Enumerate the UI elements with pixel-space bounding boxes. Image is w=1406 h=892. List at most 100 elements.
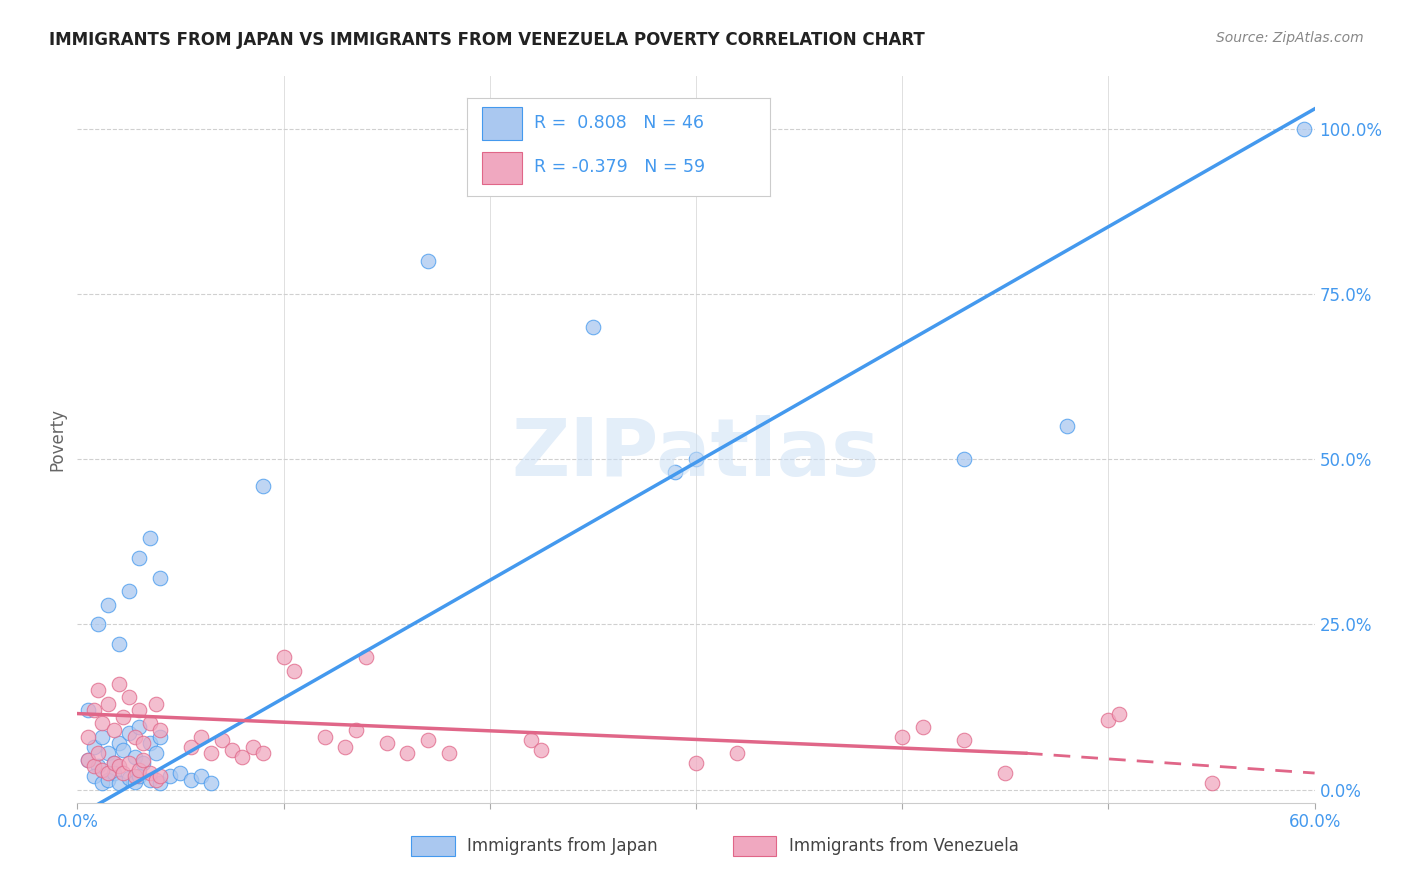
FancyBboxPatch shape [733, 836, 776, 855]
Point [91, 776, 114, 790]
FancyBboxPatch shape [412, 836, 454, 855]
Point [190, 730, 212, 744]
Point [103, 766, 125, 780]
Point [891, 730, 914, 744]
Point [200, 746, 222, 760]
Point [128, 703, 150, 717]
Point [124, 730, 146, 744]
Point [111, 743, 134, 757]
Point [953, 733, 976, 747]
Text: IMMIGRANTS FROM JAPAN VS IMMIGRANTS FROM VENEZUELA POVERTY CORRELATION CHART: IMMIGRANTS FROM JAPAN VS IMMIGRANTS FROM… [49, 31, 925, 49]
Point [149, 571, 172, 585]
Point [111, 766, 134, 780]
Point [138, 766, 160, 780]
Point [231, 749, 253, 764]
Point [91, 730, 114, 744]
Point [159, 769, 181, 783]
Point [132, 756, 155, 771]
Point [520, 733, 543, 747]
Point [83, 759, 105, 773]
Point [149, 730, 172, 744]
Point [211, 733, 233, 747]
Point [87, 683, 110, 698]
Point [145, 697, 167, 711]
Point [1201, 776, 1223, 790]
Point [273, 650, 295, 665]
Point [97, 697, 120, 711]
Point [180, 739, 202, 754]
Point [107, 677, 129, 691]
Point [242, 739, 264, 754]
Point [87, 617, 110, 632]
Point [911, 720, 934, 734]
Point [118, 756, 141, 771]
Point [725, 746, 748, 760]
Point [582, 320, 605, 334]
Point [138, 532, 160, 546]
Point [664, 466, 686, 480]
Point [314, 730, 336, 744]
Point [180, 772, 202, 787]
Point [416, 253, 439, 268]
Point [103, 756, 125, 771]
Point [530, 743, 553, 757]
Point [283, 664, 305, 678]
Point [91, 716, 114, 731]
Point [97, 766, 120, 780]
Point [994, 766, 1017, 780]
Point [118, 584, 141, 599]
Point [87, 759, 110, 773]
Point [354, 650, 377, 665]
Point [107, 759, 129, 773]
Text: Immigrants from Venezuela: Immigrants from Venezuela [789, 837, 1018, 855]
Point [76, 730, 98, 744]
Point [685, 756, 707, 771]
Point [128, 769, 150, 783]
Text: Immigrants from Japan: Immigrants from Japan [467, 837, 658, 855]
Point [83, 739, 105, 754]
Point [107, 637, 129, 651]
Point [87, 746, 110, 760]
Point [118, 690, 141, 704]
Point [111, 710, 134, 724]
Point [91, 763, 114, 777]
Point [149, 723, 172, 737]
Point [252, 478, 274, 492]
Point [107, 776, 129, 790]
Point [685, 452, 707, 467]
Point [138, 736, 160, 750]
Point [200, 776, 222, 790]
Point [118, 771, 141, 785]
Point [128, 720, 150, 734]
Point [190, 769, 212, 783]
Text: ZIPatlas: ZIPatlas [512, 415, 880, 493]
Point [132, 753, 155, 767]
Point [335, 739, 357, 754]
Point [252, 746, 274, 760]
Point [76, 753, 98, 767]
Point [107, 736, 129, 750]
Point [145, 772, 167, 787]
Point [953, 452, 976, 467]
Point [416, 733, 439, 747]
Point [128, 551, 150, 566]
Point [97, 772, 120, 787]
Point [138, 772, 160, 787]
Point [132, 736, 155, 750]
Point [149, 769, 172, 783]
Point [145, 746, 167, 760]
Point [1056, 419, 1078, 434]
Point [124, 749, 146, 764]
Point [83, 769, 105, 783]
Y-axis label: Poverty: Poverty [48, 408, 66, 471]
Point [97, 598, 120, 612]
Point [76, 703, 98, 717]
Point [221, 743, 243, 757]
Point [124, 774, 146, 789]
Point [128, 763, 150, 777]
Point [1108, 706, 1130, 721]
Point [375, 736, 398, 750]
Point [169, 766, 191, 780]
Point [149, 776, 172, 790]
Point [1097, 713, 1119, 727]
